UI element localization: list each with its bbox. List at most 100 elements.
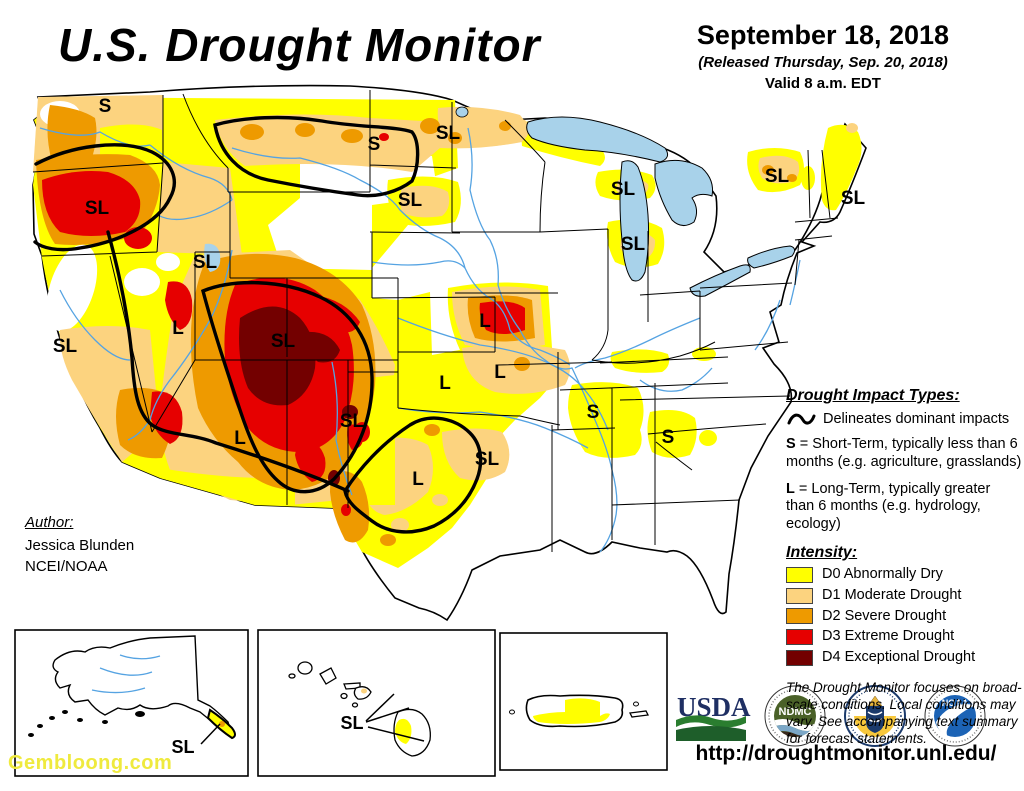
- impact-label: SL: [398, 190, 423, 211]
- noaa-logo-text: NOAA: [942, 698, 969, 708]
- d2-mt-dot3: [341, 129, 363, 143]
- d1-label: D1 Moderate Drought: [822, 586, 962, 603]
- noaa-logo: NOAA: [924, 685, 986, 747]
- intensity-heading: Intensity:: [786, 543, 858, 561]
- long-term-key: L: [786, 480, 795, 497]
- d4-nm-dot1: [342, 405, 358, 419]
- page-title: U.S. Drought Monitor: [58, 19, 541, 71]
- d2-mt-dot1: [240, 124, 264, 140]
- impact-label: L: [479, 311, 491, 332]
- impact-label: L: [234, 428, 246, 449]
- lake-erie: [689, 264, 751, 297]
- watermark: Gembloong.com: [8, 752, 173, 774]
- impact-label: L: [412, 469, 424, 490]
- d2-tx-dot2: [424, 424, 440, 436]
- impact-label: SL: [85, 198, 110, 219]
- release-date: (Released Thursday, Sep. 20, 2018): [698, 54, 948, 71]
- impact-label: S: [587, 402, 600, 423]
- d3-swatch: [786, 629, 813, 646]
- impact-types-heading: Drought Impact Types:: [786, 387, 960, 404]
- impact-label: S: [368, 134, 381, 155]
- impact-contours: [33, 115, 483, 534]
- legend-panel: Drought Impact Types: Delineates dominan…: [786, 386, 1022, 748]
- impact-label: L: [172, 318, 184, 339]
- d1-or-id-band: [157, 162, 242, 255]
- author-block: Author: Jessica Blunden NCEI/NOAA: [25, 512, 134, 577]
- impact-label: SL: [436, 123, 461, 144]
- ndmc-logo: NDMC: [764, 685, 826, 747]
- disclaimer-text: The Drought Monitor focuses on broad-sca…: [786, 679, 1022, 747]
- d1-swatch: [786, 587, 813, 604]
- d0-s-az: [160, 468, 295, 505]
- intensity-row-d0: D0 Abnormally Dry: [786, 566, 1022, 584]
- d0-ga: [647, 410, 697, 458]
- hawaii-impact-label: SL: [340, 713, 363, 733]
- d2-label: D2 Severe Drought: [822, 607, 947, 624]
- d0-swatch: [786, 567, 813, 583]
- d2-tx-dot1: [380, 534, 396, 546]
- central-valley-white: [46, 244, 98, 332]
- d1-tx-east: [442, 428, 510, 481]
- short-term-key: S: [786, 436, 796, 453]
- impact-label: S: [99, 96, 112, 117]
- d1-me-dot: [846, 123, 858, 133]
- d3-oregon: [42, 171, 141, 236]
- impact-label: S: [662, 427, 675, 448]
- alaska-impact-label: SL: [171, 737, 194, 757]
- d0-label: D0 Abnormally Dry: [822, 566, 943, 583]
- d4-four-corners: [239, 306, 316, 406]
- drought-monitor-url[interactable]: http://droughtmonitor.unl.edu/: [695, 742, 997, 765]
- usda-logo: USDA: [676, 692, 751, 741]
- impact-label: SL: [271, 331, 296, 352]
- delineates-label: Delineates dominant impacts: [823, 410, 1010, 427]
- long-term-desc: = Long-Term, typically greater than 6 mo…: [786, 480, 991, 532]
- d0-ga-dot: [699, 430, 717, 446]
- d2-nd-dot1: [420, 118, 440, 134]
- lake-ontario: [747, 245, 796, 269]
- impact-label: L: [439, 373, 451, 394]
- d4-co-arm: [305, 331, 340, 363]
- short-term-item: S = Short-Term, typically less than 6 mo…: [786, 436, 1022, 471]
- lake-of-the-woods: [455, 106, 469, 118]
- d0-me: [820, 124, 862, 211]
- d1-sd-core: [400, 185, 450, 218]
- intensity-row-d2: D2 Severe Drought: [786, 608, 1022, 626]
- great-salt-lake: [204, 243, 221, 272]
- d3-nv-ut: [165, 281, 193, 330]
- d3-mt-dot: [379, 133, 389, 141]
- impact-label: SL: [475, 449, 500, 470]
- d3-w-az: [150, 391, 183, 444]
- impact-label: L: [494, 362, 506, 383]
- d4-swatch: [786, 649, 813, 666]
- intensity-row-d4: D4 Exceptional Drought: [786, 649, 1022, 667]
- nevada-white-2: [156, 253, 180, 271]
- nevada-white-1: [124, 268, 160, 296]
- d3-mo: [479, 301, 525, 334]
- intensity-row-d3: D3 Extreme Drought: [786, 628, 1022, 646]
- impact-label: SL: [841, 188, 866, 209]
- ndmc-logo-text: NDMC: [779, 706, 812, 718]
- d3-co-arm: [313, 295, 360, 333]
- impact-label: SL: [611, 179, 636, 200]
- d1-tx-dot2: [432, 494, 448, 506]
- d3-label: D3 Extreme Drought: [822, 628, 955, 645]
- squiggle-icon: [787, 413, 816, 425]
- wyoming-montana-white: [268, 148, 438, 270]
- commerce-logo: [844, 685, 906, 747]
- map-date: September 18, 2018: [696, 20, 950, 50]
- d1-tx-dot1: [391, 518, 409, 532]
- header-block: September 18, 2018 (Released Thursday, S…: [648, 20, 998, 92]
- d3-sw-tx-dot: [341, 504, 351, 516]
- intensity-row-d1: D1 Moderate Drought: [786, 587, 1022, 605]
- d2-mn-dot: [499, 121, 511, 131]
- lake-huron: [654, 159, 713, 226]
- alaska-inset: SL: [14, 629, 249, 777]
- impact-label: SL: [340, 411, 365, 432]
- puerto-rico-inset: [499, 632, 668, 771]
- author-org: NCEI/NOAA: [25, 558, 108, 575]
- impact-label: SL: [53, 336, 78, 357]
- author-name: Jessica Blunden: [25, 537, 135, 554]
- d2-mt-dot2: [295, 123, 315, 137]
